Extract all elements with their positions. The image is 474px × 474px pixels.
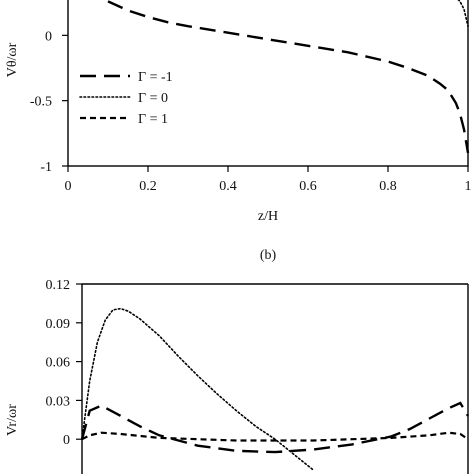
chart-top-x-tick-label: 0.4 <box>219 179 237 194</box>
chart-bottom-y-tick-label: 0.06 <box>46 356 71 371</box>
chart-top-x-label: z/H <box>258 209 278 224</box>
chart-bottom-series-0-line <box>81 307 315 471</box>
chart-bottom-series <box>80 307 470 471</box>
chart-bottom-y-label: Vr/ωr <box>5 404 20 436</box>
chart-top-y-tick-label: 0 <box>45 29 52 44</box>
panel-caption: (b) <box>260 248 277 263</box>
chart-top-x-tick-label: 1 <box>465 179 472 194</box>
chart-top: Vθ/ωr z/H 0 0.2 0.4 0.6 0.8 1 0-0.5-1 Γ = -1Γ… <box>5 0 472 224</box>
chart-top-series <box>107 0 470 154</box>
chart-top-x-tick-label: 0.8 <box>379 179 397 194</box>
chart-top-legend: Γ = -1 Γ = 0 Γ = 1 <box>79 70 173 127</box>
chart-top-x-tick-label: 0.2 <box>139 179 157 194</box>
chart-bottom-y-tick-label: 0.12 <box>46 278 71 293</box>
chart-top-x-tick-label: 0.6 <box>299 179 317 194</box>
chart-top-y-label: Vθ/ωr <box>5 42 20 77</box>
chart-bottom-y-tick-label: 0.09 <box>46 317 71 332</box>
chart-bottom-y-tick-label: 0.03 <box>46 394 71 409</box>
legend-label-1: Γ = 0 <box>138 91 168 106</box>
chart-bottom: Vr/ωr 0.12 0.09 0.06 0.03 0 -0.03 <box>5 278 470 474</box>
chart-bottom-y-ticks: 0.12 0.09 0.06 0.03 0 -0.03 <box>41 278 82 474</box>
chart-top-y-ticks: 0 -0.5 -1 <box>30 29 68 175</box>
chart-bottom-y-tick-label: -0.03 <box>41 472 70 474</box>
chart-top-frame <box>67 0 469 167</box>
chart-top-y-tick-label: -1 <box>40 160 52 175</box>
legend-label-2: Γ = 1 <box>138 112 168 127</box>
legend-label-0: Γ = -1 <box>138 70 173 85</box>
chart-bottom-series-2-line <box>81 431 469 442</box>
chart-bottom-y-tick-label: 0 <box>63 433 70 448</box>
chart-top-y-tick-label: -0.5 <box>30 95 52 110</box>
chart-bottom-series-1-line <box>80 401 470 454</box>
chart-top-x-ticks: 0 0.2 0.4 0.6 0.8 1 <box>65 166 472 194</box>
chart-top-series-1-line <box>457 0 469 27</box>
chart-top-series-0-line <box>107 0 470 154</box>
chart-top-x-tick-label: 0 <box>65 179 72 194</box>
